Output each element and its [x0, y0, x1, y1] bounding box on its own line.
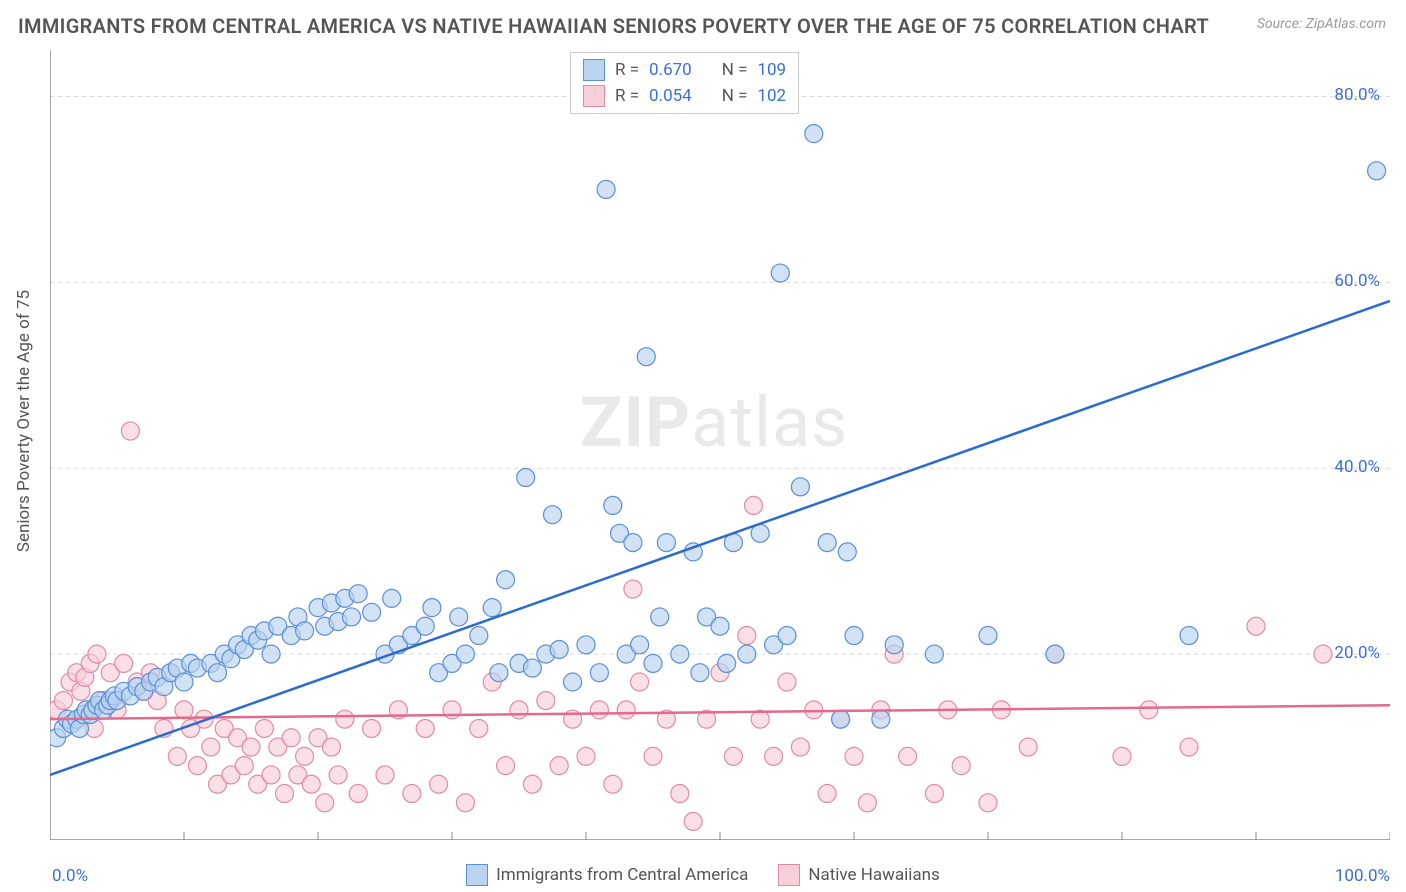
chart-title: IMMIGRANTS FROM CENTRAL AMERICA VS NATIV… [18, 14, 1209, 38]
swatch-blue [466, 864, 488, 886]
swatch-pink [778, 864, 800, 886]
r-label: R = [615, 86, 639, 106]
y-tick-label: 80.0% [1334, 85, 1380, 105]
swatch-pink [583, 85, 605, 107]
r-value-blue: 0.670 [649, 60, 692, 80]
r-label: R = [615, 60, 639, 80]
swatch-blue [583, 59, 605, 81]
chart-svg [50, 50, 1390, 840]
r-value-pink: 0.054 [649, 86, 692, 106]
y-tick-label: 20.0% [1334, 643, 1380, 663]
plot-area: ZIPatlas R = 0.670 N = 109 R = 0.054 N =… [50, 50, 1390, 840]
n-value-blue: 109 [757, 60, 786, 80]
n-label: N = [722, 86, 748, 106]
series-name-pink: Native Hawaiians [808, 865, 940, 885]
legend-row-blue: R = 0.670 N = 109 [583, 57, 786, 83]
legend-series: Immigrants from Central America Native H… [0, 864, 1406, 886]
y-tick-label: 40.0% [1334, 457, 1380, 477]
legend-correlation: R = 0.670 N = 109 R = 0.054 N = 102 [570, 52, 799, 114]
y-axis-label: Seniors Poverty Over the Age of 75 [14, 290, 34, 552]
legend-item-pink: Native Hawaiians [778, 864, 940, 886]
y-tick-label: 60.0% [1334, 271, 1380, 291]
legend-row-pink: R = 0.054 N = 102 [583, 83, 786, 109]
legend-item-blue: Immigrants from Central America [466, 864, 748, 886]
series-name-blue: Immigrants from Central America [496, 865, 748, 885]
source-label: Source: ZipAtlas.com [1257, 16, 1386, 32]
n-label: N = [722, 60, 748, 80]
n-value-pink: 102 [757, 86, 786, 106]
